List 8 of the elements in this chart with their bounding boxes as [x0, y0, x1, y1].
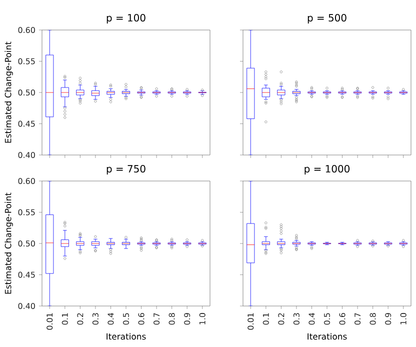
chart-title: p = 100	[106, 14, 146, 24]
chart-title: p = 500	[308, 14, 346, 24]
chart-title: p = 1000	[304, 165, 350, 174]
y-axis-title: Estimated Change-Point	[4, 42, 13, 143]
y-axis-title: Estimated Change-Point	[4, 192, 13, 294]
chart-title: p = 750	[106, 165, 146, 174]
x-axis-title: Iterations	[106, 333, 146, 340]
x-axis-title: Iterations	[308, 333, 347, 340]
